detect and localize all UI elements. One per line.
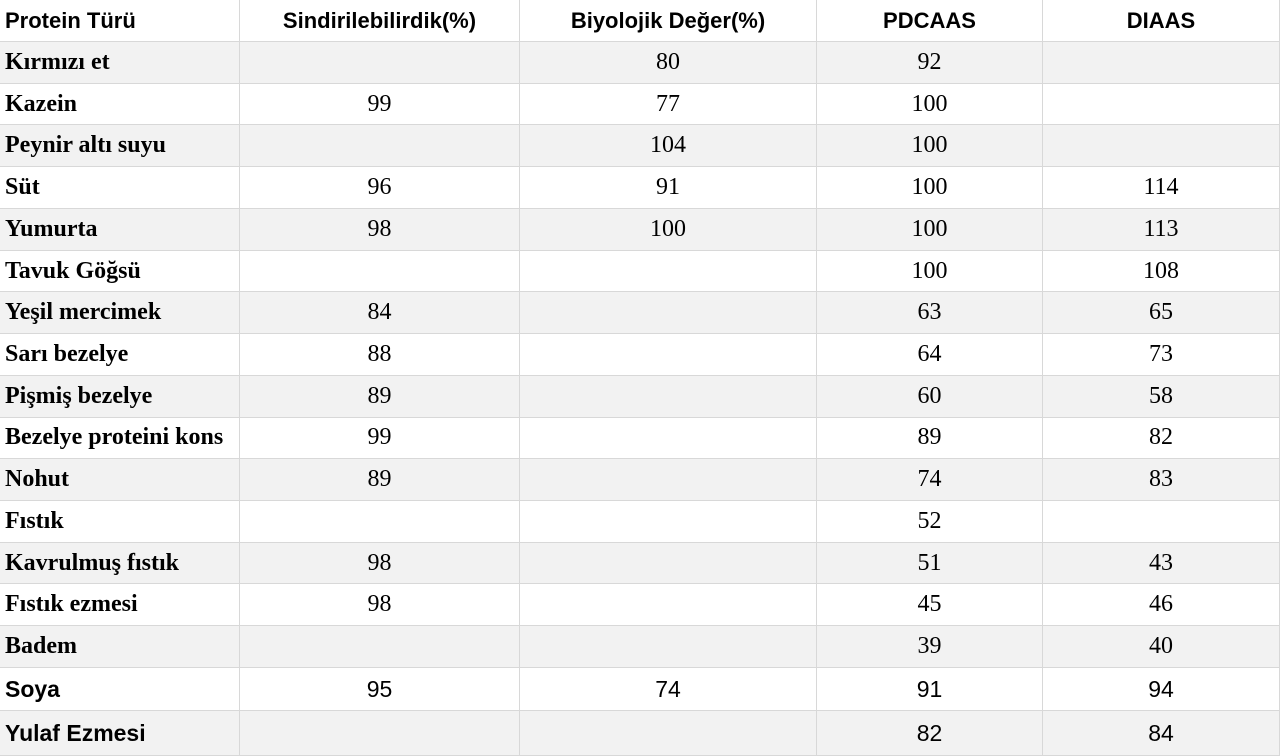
data-cell: 45 — [817, 584, 1043, 627]
data-cell: 100 — [817, 125, 1043, 168]
data-cell: 98 — [240, 208, 520, 251]
data-cell: 98 — [240, 584, 520, 627]
row-label: Tavuk Göğsü — [0, 250, 240, 293]
row-label: Yeşil mercimek — [0, 292, 240, 335]
data-cell: 114 — [1043, 167, 1280, 209]
data-cell — [1043, 83, 1280, 126]
row-label: Yumurta — [0, 208, 240, 251]
data-cell: 74 — [520, 668, 817, 711]
data-cell — [520, 584, 817, 627]
data-cell: 58 — [1043, 375, 1280, 418]
data-cell: 51 — [817, 542, 1043, 585]
data-cell: 89 — [240, 459, 520, 502]
data-cell: 80 — [520, 42, 817, 84]
row-label: Fıstık — [0, 501, 240, 543]
data-cell — [520, 711, 817, 756]
row-label: Bezelye proteini kons — [0, 417, 240, 460]
data-cell — [1043, 501, 1280, 543]
data-cell: 89 — [240, 375, 520, 418]
data-cell: 84 — [240, 292, 520, 335]
row-label: Nohut — [0, 459, 240, 502]
data-cell — [520, 542, 817, 585]
row-label: Pişmiş bezelye — [0, 375, 240, 418]
data-cell: 100 — [817, 167, 1043, 209]
data-cell: 88 — [240, 334, 520, 376]
header-cell: Biyolojik Değer(%) — [520, 0, 817, 42]
data-cell — [520, 459, 817, 502]
data-cell: 74 — [817, 459, 1043, 502]
data-cell — [520, 250, 817, 293]
data-cell: 100 — [520, 208, 817, 251]
data-cell — [1043, 125, 1280, 168]
data-cell: 43 — [1043, 542, 1280, 585]
data-cell: 92 — [817, 42, 1043, 84]
row-label: Fıstık ezmesi — [0, 584, 240, 627]
data-cell: 77 — [520, 83, 817, 126]
data-cell: 99 — [240, 83, 520, 126]
row-label: Süt — [0, 167, 240, 209]
row-label: Kazein — [0, 83, 240, 126]
row-label: Sarı bezelye — [0, 334, 240, 376]
data-cell — [240, 711, 520, 756]
row-label: Kavrulmuş fıstık — [0, 542, 240, 585]
data-cell: 100 — [817, 83, 1043, 126]
data-cell: 40 — [1043, 626, 1280, 668]
data-cell: 113 — [1043, 208, 1280, 251]
data-cell: 84 — [1043, 711, 1280, 756]
data-cell — [520, 292, 817, 335]
data-cell: 104 — [520, 125, 817, 168]
data-cell — [240, 501, 520, 543]
data-cell: 95 — [240, 668, 520, 711]
data-cell: 82 — [1043, 417, 1280, 460]
data-cell: 46 — [1043, 584, 1280, 627]
header-cell: DIAAS — [1043, 0, 1280, 42]
header-cell: Sindirilebilirdik(%) — [240, 0, 520, 42]
row-label: Soya — [0, 668, 240, 711]
header-cell: PDCAAS — [817, 0, 1043, 42]
data-cell — [240, 42, 520, 84]
data-cell: 91 — [817, 668, 1043, 711]
row-label: Yulaf Ezmesi — [0, 711, 240, 756]
row-label: Badem — [0, 626, 240, 668]
data-cell: 100 — [817, 250, 1043, 293]
row-label: Kırmızı et — [0, 42, 240, 84]
data-cell: 89 — [817, 417, 1043, 460]
row-label: Peynir altı suyu — [0, 125, 240, 168]
data-cell: 108 — [1043, 250, 1280, 293]
data-cell: 73 — [1043, 334, 1280, 376]
data-cell — [240, 125, 520, 168]
data-cell — [520, 417, 817, 460]
data-cell — [520, 501, 817, 543]
data-cell: 52 — [817, 501, 1043, 543]
data-cell — [1043, 42, 1280, 84]
data-cell: 65 — [1043, 292, 1280, 335]
data-cell: 96 — [240, 167, 520, 209]
data-cell — [520, 626, 817, 668]
data-cell: 100 — [817, 208, 1043, 251]
data-cell — [520, 375, 817, 418]
data-cell: 99 — [240, 417, 520, 460]
data-cell: 39 — [817, 626, 1043, 668]
data-cell: 83 — [1043, 459, 1280, 502]
data-cell — [240, 250, 520, 293]
data-cell: 63 — [817, 292, 1043, 335]
data-cell: 82 — [817, 711, 1043, 756]
data-cell: 64 — [817, 334, 1043, 376]
data-cell: 94 — [1043, 668, 1280, 711]
data-cell: 60 — [817, 375, 1043, 418]
data-cell: 91 — [520, 167, 817, 209]
data-cell: 98 — [240, 542, 520, 585]
data-cell — [240, 626, 520, 668]
data-cell — [520, 334, 817, 376]
header-cell: Protein Türü — [0, 0, 240, 42]
